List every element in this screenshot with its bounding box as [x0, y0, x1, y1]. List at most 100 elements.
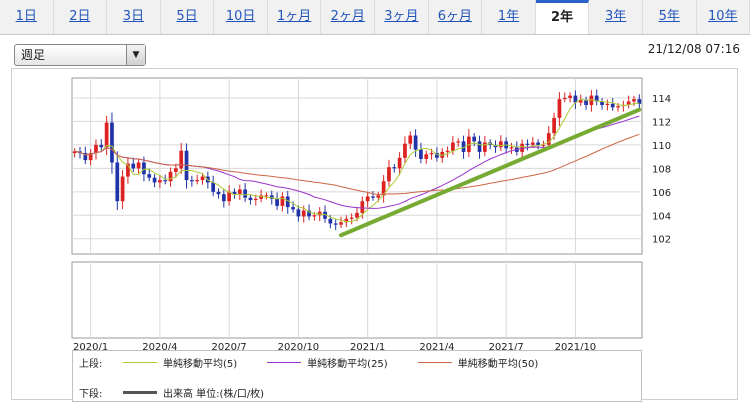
candle-body-35	[259, 195, 263, 199]
candle-body-47	[323, 211, 327, 219]
tab-4[interactable]: 10日	[214, 0, 268, 34]
y-tick-label-3: 108	[652, 164, 671, 175]
chart-legend: 上段: 単純移動平均(5) 単純移動平均(25) 単純移動平均(50) 下段: …	[72, 350, 642, 402]
candle-body-19	[174, 168, 178, 172]
candle-body-93	[568, 95, 572, 98]
y-tick-label-5: 112	[652, 117, 671, 128]
candle-body-32	[243, 189, 247, 198]
legend-lower-row: 下段: 出来高 単位:(株/口/枚)	[79, 385, 294, 400]
candle-body-101	[610, 103, 615, 108]
candle-body-55	[365, 196, 370, 202]
candle-body-6	[104, 122, 109, 148]
candle-body-8	[115, 162, 120, 202]
candle-body-77	[482, 142, 487, 152]
tab-10[interactable]: 2年	[535, 0, 590, 34]
y-tick-label-4: 110	[652, 141, 671, 152]
legend-item-ma5: 単純移動平均(5)	[123, 355, 237, 370]
candle-body-39	[280, 196, 285, 206]
candle-body-65	[419, 149, 423, 159]
candle-body-22	[189, 180, 194, 182]
candle-body-68	[435, 153, 439, 158]
candle-body-80	[498, 141, 503, 148]
candle-body-73	[461, 141, 466, 152]
candle-body-44	[307, 210, 311, 217]
candle-body-63	[408, 135, 413, 144]
candle-body-106	[637, 99, 642, 104]
candle-body-87	[536, 142, 540, 145]
trendline	[339, 107, 642, 238]
y-tick-label-0: 102	[652, 235, 671, 246]
candle-body-16	[158, 180, 162, 183]
candle-body-45	[312, 215, 317, 217]
candle-body-23	[195, 180, 200, 182]
x-tick-label-7: 2021/10	[555, 342, 597, 353]
triangle-down-icon[interactable]: ▼	[126, 45, 145, 65]
x-tick-label-3: 2020/10	[278, 342, 320, 353]
candle-body-14	[147, 174, 152, 178]
candle-body-5	[99, 144, 104, 148]
price-panel	[71, 77, 643, 255]
candle-body-29	[227, 191, 232, 202]
ma-line-50	[74, 133, 640, 196]
legend-text-ma50: 単純移動平均(50)	[457, 359, 539, 370]
candle-body-91	[557, 99, 562, 118]
candle-body-3	[88, 153, 93, 161]
legend-upper-row: 上段: 単純移動平均(5) 単純移動平均(25) 単純移動平均(50)	[79, 355, 568, 370]
candle-body-61	[397, 157, 402, 169]
tab-11[interactable]: 3年	[589, 0, 643, 34]
ma-line-5	[74, 98, 640, 223]
candle-body-86	[530, 142, 535, 145]
candle-body-102	[616, 106, 620, 108]
candle-body-33	[248, 197, 253, 201]
legend-lower-label: 下段:	[79, 389, 103, 400]
tab-3[interactable]: 5日	[161, 0, 215, 34]
candle-body-98	[594, 95, 599, 102]
tab-0[interactable]: 1日	[0, 0, 54, 34]
period-select-value: 週足	[21, 48, 46, 62]
candle-body-46	[317, 211, 322, 216]
tab-9[interactable]: 1年	[482, 0, 536, 34]
candle-body-82	[509, 147, 514, 149]
candle-body-104	[626, 101, 631, 105]
period-select[interactable]: 週足 ▼	[14, 44, 146, 66]
candle-body-90	[552, 117, 556, 134]
candle-body-89	[546, 133, 551, 145]
candle-body-50	[339, 222, 343, 225]
x-tick-label-5: 2021/4	[419, 342, 454, 353]
candle-body-24	[200, 176, 205, 181]
tab-1[interactable]: 2日	[54, 0, 108, 34]
candle-body-10	[126, 163, 130, 177]
x-tick-label-4: 2021/1	[350, 342, 385, 353]
candle-body-30	[232, 191, 237, 195]
candle-body-41	[291, 207, 295, 210]
candle-body-31	[237, 189, 242, 195]
candle-body-36	[264, 195, 269, 197]
period-tabs: 1日 2日 3日 5日 10日 1ヶ月 2ヶ月 3ヶ月 6ヶ月 1年 2年 3年 5年 10年	[0, 0, 750, 35]
candle-body-70	[445, 150, 450, 152]
y-tick-label-2: 106	[652, 188, 671, 199]
legend-swatch-ma50	[417, 362, 452, 363]
candle-body-9	[120, 176, 125, 202]
x-tick-label-0: 2020/1	[73, 342, 108, 353]
tab-7[interactable]: 3ヶ月	[375, 0, 429, 34]
tab-2[interactable]: 3日	[107, 0, 161, 34]
candle-body-100	[605, 103, 610, 105]
candle-body-76	[477, 141, 482, 152]
candle-body-38	[275, 198, 279, 206]
tab-5[interactable]: 1ヶ月	[268, 0, 322, 34]
legend-item-volume: 出来高 単位:(株/口/枚)	[123, 385, 264, 400]
candle-body-18	[168, 171, 173, 182]
candle-body-105	[632, 99, 636, 102]
candle-body-54	[360, 201, 365, 213]
legend-text-volume: 出来高 単位:(株/口/枚)	[163, 389, 265, 400]
candle-body-92	[562, 97, 567, 100]
tab-6[interactable]: 2ヶ月	[321, 0, 376, 34]
candle-body-51	[344, 218, 349, 223]
tab-12[interactable]: 5年	[643, 0, 697, 34]
tab-8[interactable]: 6ヶ月	[429, 0, 483, 34]
candle-body-58	[381, 181, 386, 196]
candle-body-40	[285, 196, 290, 208]
x-tick-label-6: 2021/7	[489, 342, 524, 353]
candle-body-4	[94, 144, 98, 154]
